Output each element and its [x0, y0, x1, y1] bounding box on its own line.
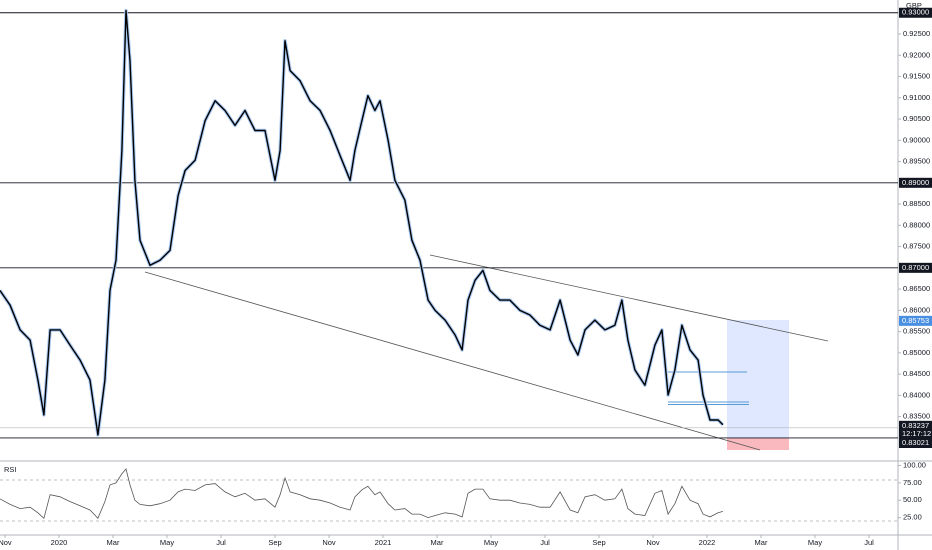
rsi-tick-label: 75.00: [903, 478, 922, 487]
y-tick-label: 0.87500: [903, 242, 930, 251]
level-tag: [899, 177, 932, 188]
x-tick-label: Mar: [431, 538, 444, 547]
y-tick-label: 0.91500: [903, 72, 930, 81]
y-tick-label: 0.84000: [903, 390, 930, 399]
y-tick-label: 0.86500: [903, 284, 930, 293]
x-tick-label: May: [808, 538, 822, 547]
level-tag-label: 0.89000: [902, 178, 929, 187]
price-tag: [899, 315, 932, 326]
x-tick-label: Nov: [646, 538, 660, 547]
level-tag-label: 0.93000: [902, 8, 929, 17]
long-position-target: [727, 320, 789, 438]
y-tick-label: 0.90500: [903, 114, 930, 123]
x-tick-label: Jul: [864, 538, 874, 547]
x-tick-label: Jul: [540, 538, 550, 547]
x-tick-label: Jul: [216, 538, 226, 547]
y-tick-label: 0.92000: [903, 50, 930, 59]
x-tick-label: Nov: [322, 538, 336, 547]
price-tag-label: 0.85753: [902, 316, 929, 325]
trend-line: [429, 254, 829, 342]
level-tag: [899, 7, 932, 18]
currency-label: GBP: [906, 1, 922, 10]
trend-line: [144, 271, 761, 451]
y-tick-label: 0.85500: [903, 327, 930, 336]
x-tick-label: 2020: [51, 538, 68, 547]
price-tag: [899, 438, 932, 448]
y-tick-label: 0.91000: [903, 93, 930, 102]
y-tick-label: 0.92500: [903, 29, 930, 38]
y-tick-label: 0.84500: [903, 369, 930, 378]
x-tick-label: May: [160, 538, 174, 547]
x-tick-label: Nov: [0, 538, 12, 547]
y-tick-label: 0.89500: [903, 157, 930, 166]
y-tick-label: 0.88000: [903, 220, 930, 229]
x-tick-label: Mar: [107, 538, 120, 547]
countdown-label: 12:17:12: [902, 429, 931, 438]
level-tag-label: 0.87000: [902, 263, 929, 272]
y-tick-label: 0.90000: [903, 135, 930, 144]
x-tick-label: Mar: [755, 538, 768, 547]
x-tick-label: Sep: [268, 538, 281, 547]
long-position-stop: [727, 438, 789, 450]
x-tick-label: 2022: [699, 538, 716, 547]
price-tag: [899, 420, 932, 439]
rsi-title: RSI: [4, 465, 17, 474]
rsi-line: [0, 468, 724, 520]
y-tick-label: 0.83500: [903, 412, 930, 421]
x-tick-label: Sep: [592, 538, 605, 547]
price-tag-label: 0.83237: [902, 421, 929, 430]
x-tick-label: May: [484, 538, 498, 547]
y-tick-label: 0.85000: [903, 348, 930, 357]
rsi-tick-label: 100.00: [903, 460, 926, 469]
rsi-tick-label: 50.00: [903, 495, 922, 504]
x-tick-label: 2021: [375, 538, 392, 547]
rsi-tick-label: 25.00: [903, 513, 922, 522]
y-tick-label: 0.88500: [903, 199, 930, 208]
price-line: [0, 9, 724, 436]
y-tick-label: 0.86000: [903, 305, 930, 314]
level-tag: [899, 262, 932, 273]
price-tag-label: 0.83021: [902, 438, 929, 447]
